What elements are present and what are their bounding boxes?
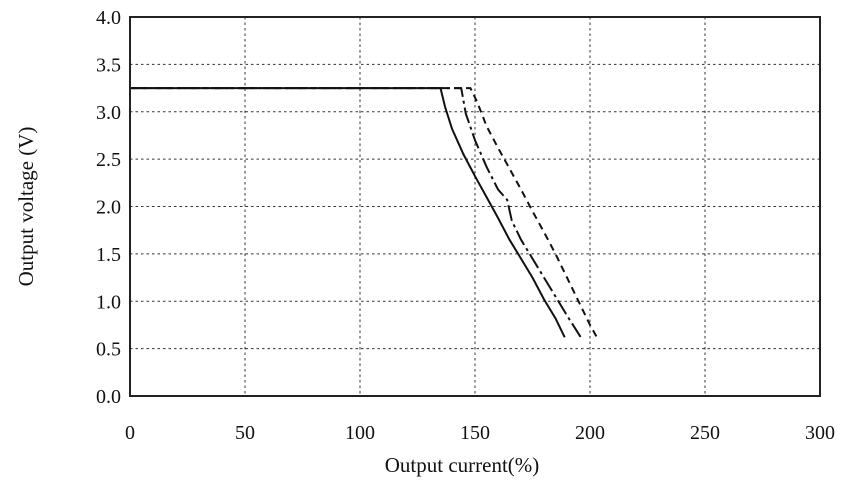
x-tick-labels: 0 50 100 150 200 250 300: [125, 422, 835, 444]
y-tick-label: 3.5: [96, 54, 121, 76]
y-axis-title: Output voltage (V): [14, 127, 38, 287]
x-tick-label: 0: [125, 422, 135, 444]
x-tick-label: 150: [460, 422, 490, 444]
x-tick-label: 50: [235, 422, 255, 444]
y-tick-label: 3.0: [96, 102, 121, 124]
series-lines: [130, 87, 598, 338]
y-tick-label: 0.5: [96, 339, 121, 361]
y-tick-label: 0.0: [96, 386, 121, 408]
x-tick-label: 250: [690, 422, 720, 444]
x-tick-label: 200: [575, 422, 605, 444]
series-line-2: [130, 87, 582, 338]
y-tick-label: 2.0: [96, 197, 121, 219]
y-tick-label: 2.5: [96, 149, 121, 171]
y-tick-label: 1.5: [96, 244, 121, 266]
series-line-3: [130, 87, 598, 338]
x-tick-label: 300: [805, 422, 835, 444]
grid: [130, 17, 820, 396]
x-tick-label: 100: [345, 422, 375, 444]
y-tick-label: 4.0: [96, 7, 121, 29]
x-axis-title: Output current(%): [385, 453, 540, 477]
series-line-1: [130, 87, 566, 338]
y-tick-label: 1.0: [96, 291, 121, 313]
y-tick-labels: 0.0 0.5 1.0 1.5 2.0 2.5 3.0 3.5 4.0: [96, 7, 121, 408]
plot-area: [129, 16, 821, 397]
